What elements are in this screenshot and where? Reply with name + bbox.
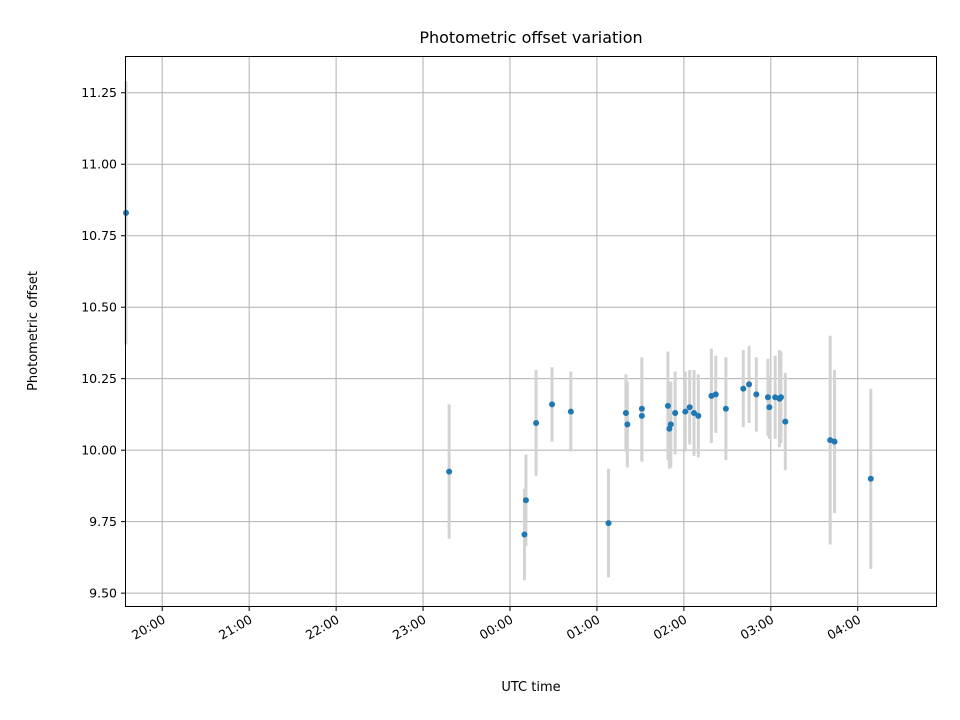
data-point — [686, 404, 693, 411]
data-point — [695, 412, 702, 419]
plot-frame — [125, 56, 937, 607]
y-tick-label: 11.00 — [81, 157, 117, 172]
data-point — [638, 412, 645, 419]
data-point — [831, 438, 838, 445]
data-point — [522, 497, 529, 504]
data-point — [753, 391, 760, 398]
y-tick-label: 11.25 — [81, 85, 117, 100]
data-point — [672, 409, 679, 416]
data-point — [605, 520, 612, 527]
data-point — [567, 408, 574, 415]
data-point — [746, 381, 753, 388]
y-tick-label: 10.00 — [81, 443, 117, 458]
data-point — [722, 405, 729, 412]
data-point — [521, 531, 528, 538]
data-point — [667, 421, 674, 428]
y-tick-label: 10.75 — [81, 228, 117, 243]
y-tick-label: 10.25 — [81, 371, 117, 386]
data-point — [740, 385, 747, 392]
data-point — [664, 402, 671, 409]
y-tick-label: 10.50 — [81, 300, 117, 315]
data-point — [638, 405, 645, 412]
data-point — [712, 391, 719, 398]
data-point — [766, 404, 773, 411]
data-point — [867, 475, 874, 482]
y-axis-ticks: 9.50 9.75 10.00 10.25 10.50 10.75 11.00 11.25 — [81, 85, 126, 601]
grid — [126, 57, 936, 606]
data-point — [533, 420, 540, 426]
y-tick-label: 9.75 — [89, 514, 117, 529]
data-point — [764, 394, 771, 401]
data-point — [682, 408, 689, 415]
y-axis-label: Photometric offset — [26, 271, 41, 391]
data-point — [691, 409, 698, 416]
data-point — [549, 401, 556, 408]
y-tick-label: 9.50 — [89, 586, 117, 601]
data-point — [782, 418, 789, 425]
data-points — [123, 209, 874, 538]
data-point — [777, 394, 784, 401]
x-axis-label: UTC time — [501, 680, 560, 695]
data-point — [446, 468, 453, 475]
data-point — [622, 409, 629, 416]
chart-title: Photometric offset variation — [419, 28, 642, 47]
data-point — [624, 421, 631, 428]
